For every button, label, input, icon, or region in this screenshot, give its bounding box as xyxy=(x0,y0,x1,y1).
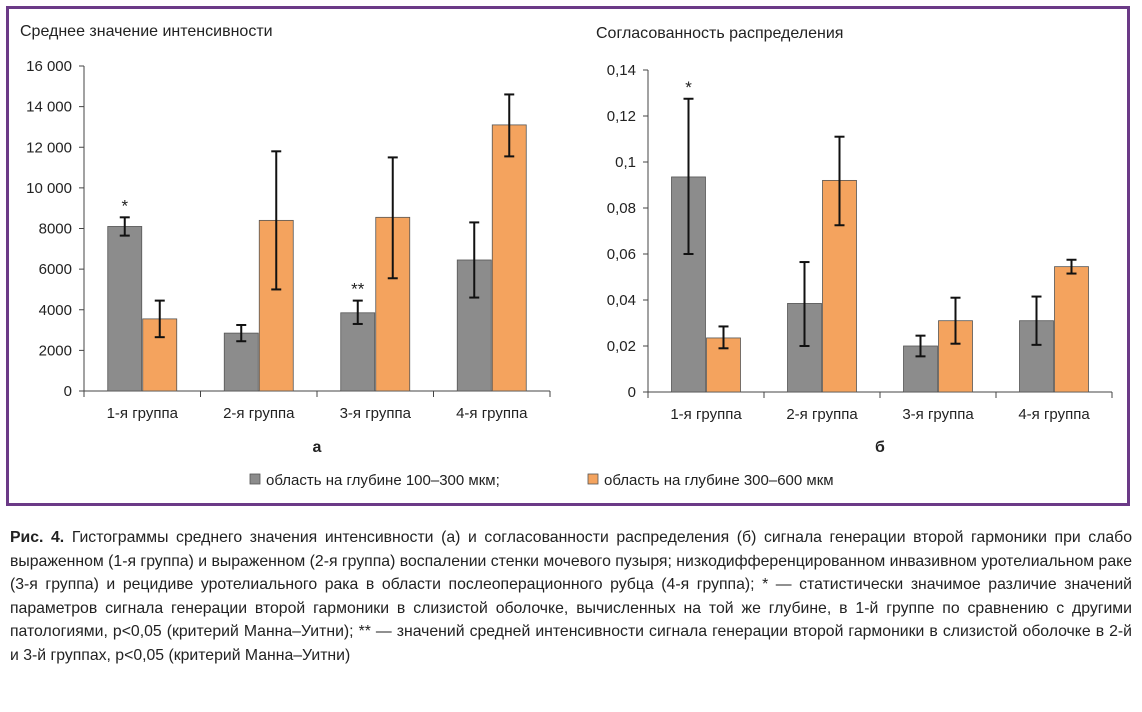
chart-panel-b: Согласованность распределения 00,020,040… xyxy=(596,25,1113,456)
bar xyxy=(223,332,259,392)
legend: область на глубине 100–300 мкм; область … xyxy=(249,472,834,489)
panel-label-a: а xyxy=(313,439,322,456)
y-tick-label: 0 xyxy=(628,384,636,401)
y-tick-label: 8000 xyxy=(39,221,72,238)
y-tick-label: 0,12 xyxy=(607,108,636,125)
x-tick-label: 2-я группа xyxy=(786,406,858,423)
bar xyxy=(107,226,143,392)
y-tick-label: 2000 xyxy=(39,342,72,359)
caption-text: Гистограммы среднего значения интенсивно… xyxy=(10,529,1133,664)
chart-panel-a: Среднее значение интенсивности 0 2000 4000… xyxy=(20,23,551,456)
bar xyxy=(903,345,938,393)
y-tick-label: 0,08 xyxy=(607,200,636,217)
significance-marker: ** xyxy=(351,280,365,299)
bars-b: * xyxy=(671,78,1089,393)
y-ticks-a: 0 2000 4000 6000 8000 10 000 12 000 14 000 16 00… xyxy=(26,58,84,400)
x-tick-label: 4-я группа xyxy=(456,405,528,422)
y-tick-label: 0,06 xyxy=(607,246,636,263)
y-ticks-b: 0 0,02 0,04 0,06 0,08 0,1 0,12 0,14 xyxy=(607,62,648,401)
bars-a: *** xyxy=(107,93,527,392)
legend-item-1: область на глубине 100–300 мкм; xyxy=(266,472,500,489)
y-tick-label: 14 000 xyxy=(26,99,72,116)
y-tick-label: 0,14 xyxy=(607,62,636,79)
legend-item-2: область на глубине 300–600 мкм xyxy=(604,472,834,489)
y-tick-label: 0,04 xyxy=(607,292,636,309)
y-tick-label: 10 000 xyxy=(26,180,72,197)
panel-label-b: б xyxy=(875,439,885,456)
x-tick-label: 4-я группа xyxy=(1018,406,1090,423)
x-tick-label: 2-я группа xyxy=(223,405,295,422)
chart-title-b: Согласованность распределения xyxy=(596,25,843,42)
x-tick-label: 3-я группа xyxy=(902,406,974,423)
y-tick-label: 0,1 xyxy=(615,154,636,171)
x-labels-a: 1-я группа 2-я группа 3-я группа 4-я группа xyxy=(83,391,551,422)
legend-swatch-orange xyxy=(587,473,599,485)
y-tick-label: 16 000 xyxy=(26,58,72,75)
legend-swatch-gray xyxy=(249,473,261,485)
y-tick-label: 4000 xyxy=(39,302,72,319)
significance-marker: * xyxy=(121,196,128,215)
bar xyxy=(340,312,376,392)
bar xyxy=(491,124,527,392)
bar xyxy=(456,259,492,392)
y-tick-label: 12 000 xyxy=(26,139,72,156)
y-tick-label: 0 xyxy=(64,383,72,400)
bar xyxy=(1054,266,1089,393)
y-tick-label: 0,02 xyxy=(607,338,636,355)
figure-caption: Рис. 4. Гистограммы среднего значения ин… xyxy=(10,526,1132,667)
chart-title-a: Среднее значение интенсивности xyxy=(20,23,273,40)
x-tick-label: 3-я группа xyxy=(340,405,412,422)
x-tick-label: 1-я группа xyxy=(670,406,742,423)
caption-lead: Рис. 4. xyxy=(10,529,65,546)
y-tick-label: 6000 xyxy=(39,261,72,278)
figure-frame xyxy=(6,6,1130,506)
x-labels-b: 1-я группа 2-я группа 3-я группа 4-я группа xyxy=(647,392,1113,423)
significance-marker: * xyxy=(685,78,692,97)
x-tick-label: 1-я группа xyxy=(107,405,179,422)
figure-charts: Среднее значение интенсивности 0 2000 4000… xyxy=(20,23,1113,489)
